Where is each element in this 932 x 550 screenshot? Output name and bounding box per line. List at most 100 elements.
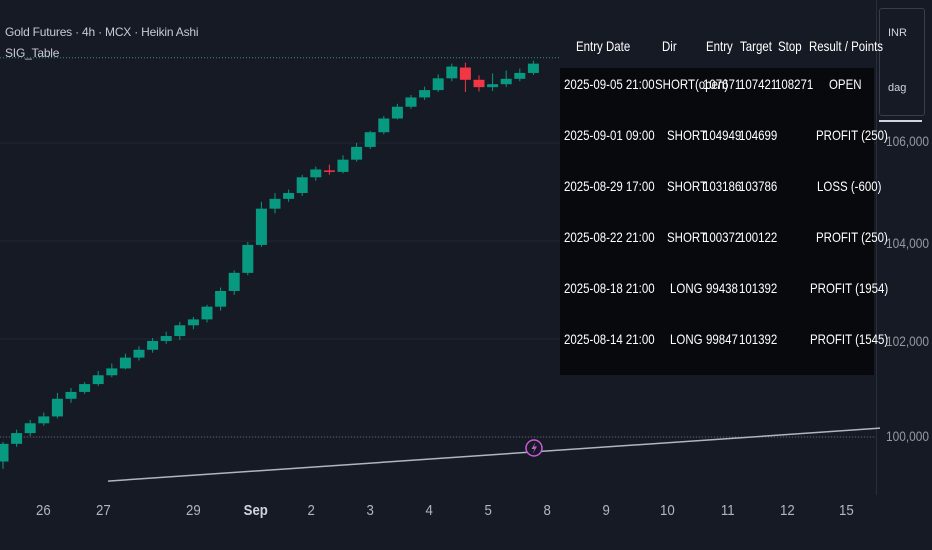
table-body: 2025-09-05 21:00 SHORT(open) 107671 1074… xyxy=(560,68,888,375)
x-tick-label: 4 xyxy=(425,502,433,519)
table-header-cell: Entry xyxy=(706,38,733,54)
candle-body xyxy=(310,169,322,178)
last-price-marker xyxy=(879,120,922,122)
table-cell: 101392 xyxy=(739,331,778,347)
candle-body xyxy=(405,97,417,107)
candle-body xyxy=(38,416,50,424)
candle-body xyxy=(364,132,376,147)
candle-body xyxy=(487,84,499,88)
trend-line xyxy=(107,427,881,482)
table-cell: 2025-08-18 21:00 xyxy=(564,280,655,296)
candle-body xyxy=(51,398,63,417)
candle-body xyxy=(228,272,240,291)
table-cell: 108271 xyxy=(775,76,814,92)
table-cell: LONG xyxy=(670,331,703,347)
table-cell: 2025-09-05 21:00 xyxy=(564,76,655,92)
x-tick-label: 15 xyxy=(839,502,854,519)
candle-body xyxy=(215,290,227,307)
table-cell: SHORT xyxy=(667,229,707,245)
indicator-label[interactable]: SIG_Table xyxy=(5,46,60,60)
x-tick-label: 3 xyxy=(366,502,374,519)
candle-body xyxy=(432,78,444,91)
table-cell: 103186 xyxy=(703,178,742,194)
table-cell: 2025-09-01 09:00 xyxy=(564,127,655,143)
x-tick-label: 8 xyxy=(543,502,551,519)
table-cell: 2025-08-29 17:00 xyxy=(564,178,655,194)
x-tick-label: 9 xyxy=(602,502,610,519)
x-tick-label: 5 xyxy=(484,502,492,519)
candle-body xyxy=(283,192,295,199)
candle-body xyxy=(119,357,131,369)
currency-label: INR xyxy=(888,27,907,39)
candle-body xyxy=(527,63,539,73)
x-tick-label: 27 xyxy=(96,502,111,519)
candle-body xyxy=(92,375,104,385)
candle-body xyxy=(446,66,458,79)
candle-body xyxy=(79,384,91,392)
x-tick-label: 29 xyxy=(186,502,201,519)
candle-body xyxy=(160,336,172,341)
y-tick-label: 102,000 xyxy=(886,333,930,349)
table-header: Entry Date Dir Entry Target Stop Result … xyxy=(560,28,883,68)
candle-body xyxy=(473,79,485,88)
x-tick-label: Sep xyxy=(243,502,268,519)
candle-body xyxy=(0,443,9,462)
candle-body xyxy=(65,391,77,399)
chart-title: Gold Futures · 4h · MCX · Heikin Ashi xyxy=(5,25,199,39)
lightning-icon xyxy=(525,439,543,457)
candle-body xyxy=(174,325,186,337)
candle-body xyxy=(133,349,145,358)
table-cell: 99847 xyxy=(706,331,738,347)
candle-body xyxy=(514,72,526,79)
candle-body xyxy=(323,170,335,172)
table-cell: PROFIT (250) xyxy=(816,229,888,245)
table-header-cell: Target xyxy=(740,38,772,54)
candle-body xyxy=(187,319,199,326)
candle-body xyxy=(11,433,23,444)
candle-body xyxy=(391,106,403,119)
candle-body xyxy=(337,159,349,172)
table-cell: LOSS (-600) xyxy=(817,178,882,194)
candle-body xyxy=(106,368,118,376)
table-cell: OPEN xyxy=(829,76,862,92)
table-cell: 104949 xyxy=(703,127,742,143)
x-tick-label: 12 xyxy=(780,502,795,519)
candle-body xyxy=(201,306,213,320)
table-cell: 103786 xyxy=(739,178,778,194)
candle-body xyxy=(296,177,308,193)
table-cell: PROFIT (1545) xyxy=(810,331,889,347)
table-cell: LONG xyxy=(670,280,703,296)
table-cell: 2025-08-22 21:00 xyxy=(564,229,655,245)
table-header-cell: Dir xyxy=(662,38,677,54)
table-cell: 107421 xyxy=(739,76,778,92)
unit-label: dag xyxy=(888,82,907,94)
candles xyxy=(0,60,539,469)
table-header-cell: Entry Date xyxy=(576,38,631,54)
candle-body xyxy=(351,146,363,160)
table-cell: 107671 xyxy=(703,76,742,92)
table-cell: 2025-08-14 21:00 xyxy=(564,331,655,347)
table-cell: 100122 xyxy=(739,229,778,245)
table-cell: 100372 xyxy=(703,229,742,245)
x-tick-label: 2 xyxy=(307,502,315,519)
x-tick-label: 10 xyxy=(660,502,675,519)
candle-body xyxy=(242,244,254,273)
x-tick-label: 26 xyxy=(36,502,51,519)
y-tick-label: 104,000 xyxy=(886,235,930,251)
currency-unit-button[interactable]: INR dag xyxy=(879,8,925,116)
table-header-cell: Stop xyxy=(778,38,802,54)
overlays xyxy=(107,427,881,482)
candle-body xyxy=(255,208,267,245)
signal-table: Entry Date Dir Entry Target Stop Result … xyxy=(560,28,888,375)
x-tick-label: 11 xyxy=(720,502,735,519)
table-header-cell: Result / Points xyxy=(809,38,884,54)
table-cell: PROFIT (250) xyxy=(816,127,888,143)
table-cell: SHORT(open) xyxy=(655,76,729,92)
table-cell: 99438 xyxy=(706,280,738,296)
table-cell: PROFIT (1954) xyxy=(810,280,889,296)
table-cell: 104699 xyxy=(739,127,778,143)
candle-body xyxy=(24,423,36,434)
y-tick-label: 106,000 xyxy=(886,133,930,149)
candle-body xyxy=(500,78,512,85)
